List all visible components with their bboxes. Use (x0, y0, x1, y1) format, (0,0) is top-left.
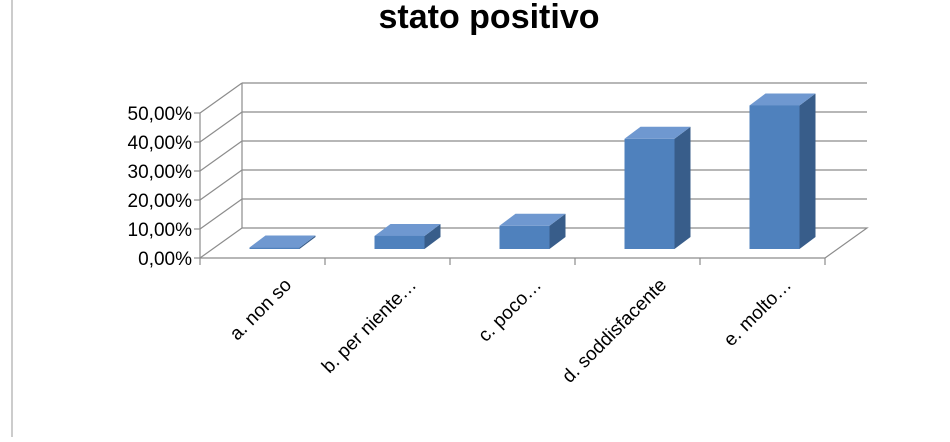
bar-front-face (749, 105, 800, 249)
x-tick-label: d. soddisfacente (558, 275, 671, 388)
x-tick-label: c. poco… (474, 275, 546, 347)
bar (374, 223, 441, 249)
y-tick-label: 10,00% (128, 220, 193, 241)
chart-title: stato positivo (378, 0, 599, 36)
y-tick-label: 40,00% (128, 133, 193, 154)
y-tick-label: 20,00% (128, 191, 193, 212)
bar-side-face (674, 126, 691, 249)
gridline-diagonal (199, 198, 243, 230)
bars (249, 93, 816, 249)
bar-top-face (374, 223, 441, 236)
bar-side-face (299, 235, 316, 249)
gridline-diagonal (199, 82, 243, 114)
bar (499, 213, 566, 249)
y-tick-label: 0,00% (138, 249, 192, 270)
bar (749, 93, 816, 249)
bar-side-face (424, 223, 441, 249)
bar (624, 126, 691, 249)
gridline-diagonal (199, 140, 243, 172)
gridline-diagonal (199, 111, 243, 143)
bar-top-face (499, 213, 566, 226)
x-tick-label: a. non so (226, 275, 296, 345)
y-axis-tick-labels: 0,00% 10,00% 20,00% 30,00% 40,00% 50,00% (128, 104, 193, 270)
gridline-diagonal (199, 227, 243, 259)
bar (249, 235, 316, 249)
y-tick-label: 50,00% (128, 104, 193, 125)
bar-top-face (249, 235, 316, 248)
bar-front-face (374, 235, 425, 249)
bar-front-face (624, 138, 675, 249)
bar-side-face (549, 213, 566, 249)
x-axis-tick-labels: a. non so b. per niente… c. poco… d. soddis… (226, 275, 796, 388)
bar-top-face (624, 126, 691, 139)
x-tick-label: b. per niente… (318, 275, 421, 378)
gridline-diagonal (199, 169, 243, 201)
bar-front-face (499, 225, 550, 249)
x-tick-label: e. molto… (720, 275, 796, 351)
bar-side-face (799, 93, 816, 249)
bar-front-face (249, 247, 300, 249)
y-tick-label: 30,00% (128, 162, 193, 183)
bar-top-face (749, 93, 816, 106)
